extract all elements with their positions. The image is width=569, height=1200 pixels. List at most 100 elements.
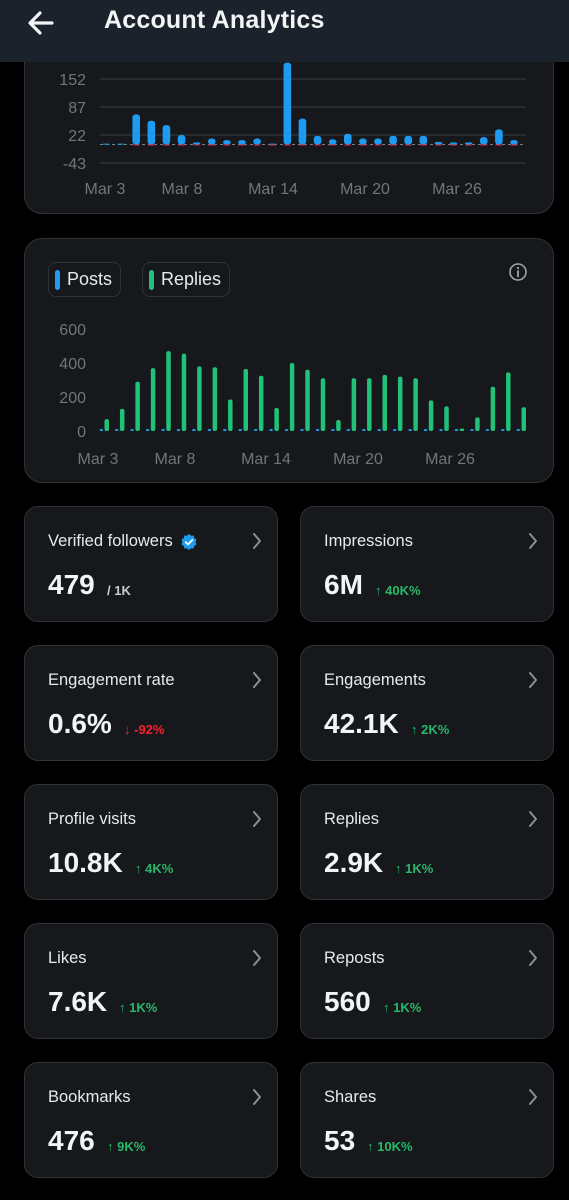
stat-change: ↓ -92% xyxy=(124,722,165,737)
chevron-right-icon xyxy=(253,533,261,549)
negative-bar xyxy=(207,144,216,146)
stat-label-text: Impressions xyxy=(324,532,413,550)
posts-bar xyxy=(253,429,258,431)
replies-bar xyxy=(521,407,526,431)
posts-bar xyxy=(114,429,119,431)
stat-value: 479 xyxy=(48,569,95,600)
stat-card-shares[interactable]: Shares 53 ↑ 10K% xyxy=(300,1062,554,1178)
negative-bar xyxy=(298,144,307,146)
positive-bar xyxy=(253,138,261,145)
stat-label-text: Profile visits xyxy=(48,810,137,828)
replies-bar xyxy=(274,408,279,431)
info-icon[interactable] xyxy=(508,262,528,282)
x-tick-label: Mar 8 xyxy=(155,451,196,468)
positive-bar xyxy=(313,135,322,145)
replies-bar xyxy=(258,375,264,431)
replies-bar xyxy=(135,381,140,431)
stat-value: 10.8K xyxy=(48,847,123,878)
chevron-right-icon xyxy=(253,1089,261,1105)
replies-bar xyxy=(413,378,418,431)
x-tick-label: Mar 3 xyxy=(78,451,119,468)
stat-card-verified-followers[interactable]: Verified followers 479 / 1K xyxy=(24,506,278,622)
stat-value: 42.1K xyxy=(324,708,399,739)
chevron-right-icon xyxy=(529,533,537,549)
negative-bar xyxy=(510,144,518,146)
stat-label: Replies xyxy=(324,810,379,829)
positive-bar xyxy=(283,62,292,145)
x-tick-label: Mar 8 xyxy=(162,181,203,198)
positive-bar xyxy=(495,129,503,145)
negative-bar xyxy=(419,144,428,146)
posts-bar xyxy=(346,429,351,431)
replies-swatch xyxy=(149,269,154,290)
stat-card-impressions[interactable]: Impressions 6M ↑ 40K% xyxy=(300,506,554,622)
positive-bar xyxy=(389,135,397,145)
stat-change: ↑ 10K% xyxy=(367,1139,413,1154)
stat-change: ↑ 40K% xyxy=(375,583,421,598)
stat-label: Impressions xyxy=(324,532,413,551)
stat-label: Reposts xyxy=(324,949,385,968)
replies-bar xyxy=(181,353,187,431)
stat-card-reposts[interactable]: Reposts 560 ↑ 1K% xyxy=(300,923,554,1039)
chevron-right-icon xyxy=(529,950,537,966)
back-arrow-icon[interactable] xyxy=(22,8,62,38)
positive-bar xyxy=(132,114,141,145)
posts-bar xyxy=(408,429,412,431)
replies-bar xyxy=(150,368,156,431)
positive-bar xyxy=(374,138,382,145)
positive-bar xyxy=(177,135,186,145)
positive-bar xyxy=(238,140,246,145)
posts-bar xyxy=(485,429,490,431)
replies-bar xyxy=(336,419,341,431)
stat-value: 560 xyxy=(324,986,371,1017)
legend-posts[interactable]: Posts xyxy=(48,262,122,297)
stat-card-replies[interactable]: Replies 2.9K ↑ 1K% xyxy=(300,784,554,900)
stat-change: ↑ 9K% xyxy=(107,1139,146,1154)
negative-bar xyxy=(464,144,473,146)
replies-bar xyxy=(104,419,109,431)
stat-value: 53 xyxy=(324,1125,356,1156)
stat-card-engagements[interactable]: Engagements 42.1K ↑ 2K% xyxy=(300,645,554,761)
positive-bar xyxy=(479,137,488,145)
negative-bar xyxy=(328,144,337,146)
replies-bar xyxy=(212,367,218,431)
stat-label: Profile visits xyxy=(48,810,136,829)
stat-goal: / 1K xyxy=(107,583,131,598)
replies-bar xyxy=(506,372,511,431)
stat-card-engagement-rate[interactable]: Engagement rate 0.6% ↓ -92% xyxy=(24,645,278,761)
replies-bar xyxy=(475,417,480,431)
stat-value: 6M xyxy=(324,569,363,600)
y-tick-label: 0 xyxy=(77,424,86,441)
negative-bar xyxy=(132,144,141,146)
posts-bar xyxy=(331,429,335,431)
legend-replies[interactable]: Replies xyxy=(142,262,231,297)
replies-bar xyxy=(228,399,233,431)
stat-change: ↑ 1K% xyxy=(395,861,434,876)
positive-bar xyxy=(449,142,458,145)
stat-value: 476 xyxy=(48,1125,95,1156)
chevron-right-icon xyxy=(529,672,537,688)
y-tick-label: 22 xyxy=(68,128,86,145)
positive-bar xyxy=(343,133,352,145)
stat-label: Engagements xyxy=(324,671,426,690)
chevron-right-icon xyxy=(529,1089,537,1105)
negative-bar xyxy=(192,144,201,146)
negative-bar xyxy=(283,144,292,146)
x-tick-label: Mar 26 xyxy=(425,451,475,468)
posts-replies-chart-card xyxy=(24,238,554,483)
replies-bar xyxy=(397,376,403,431)
posts-bar xyxy=(99,429,103,431)
replies-bar xyxy=(490,386,496,431)
replies-bar xyxy=(382,374,387,431)
stat-card-profile-visits[interactable]: Profile visits 10.8K ↑ 4K% xyxy=(24,784,278,900)
positive-bar xyxy=(223,140,231,145)
stat-label-text: Verified followers xyxy=(48,532,173,550)
stat-label-text: Engagements xyxy=(324,671,426,689)
stat-card-likes[interactable]: Likes 7.6K ↑ 1K% xyxy=(24,923,278,1039)
negative-bar xyxy=(449,144,458,146)
negative-bar xyxy=(434,144,443,146)
stat-label: Bookmarks xyxy=(48,1088,131,1107)
x-tick-label: Mar 14 xyxy=(241,451,291,468)
stat-card-bookmarks[interactable]: Bookmarks 476 ↑ 9K% xyxy=(24,1062,278,1178)
positive-bar xyxy=(359,138,367,145)
